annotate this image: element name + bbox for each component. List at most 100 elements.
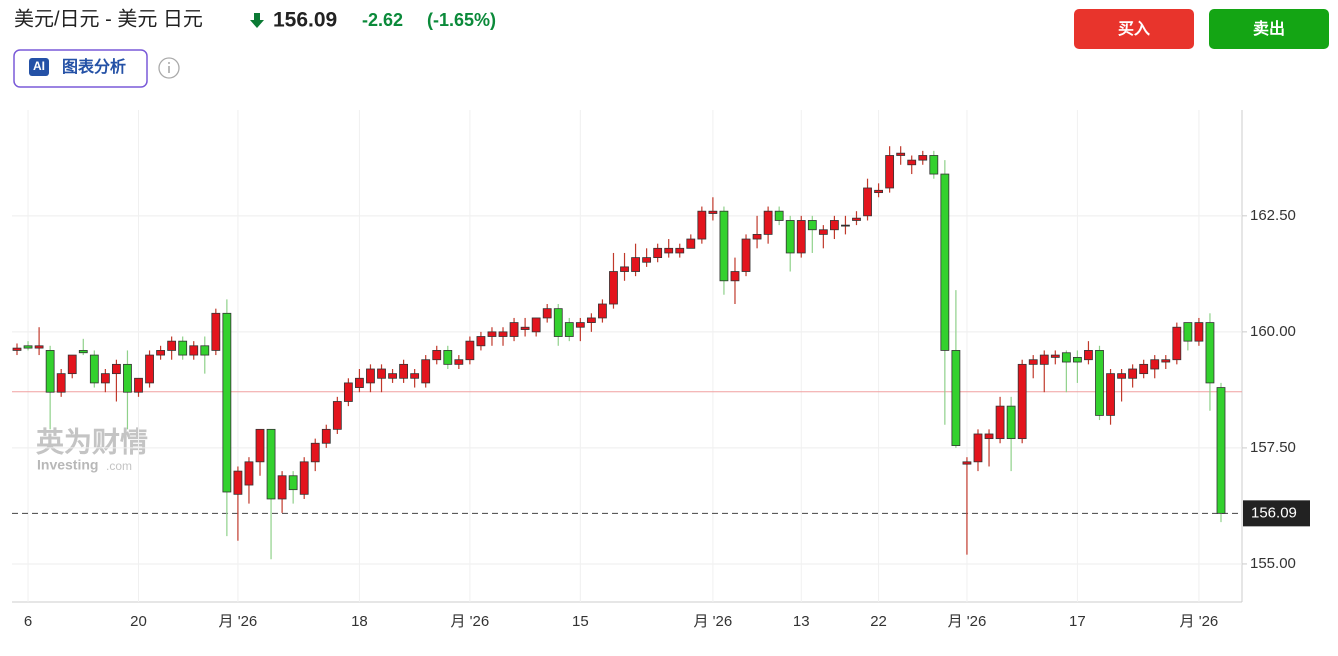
candle-body — [421, 359, 431, 384]
candle-body — [741, 238, 751, 272]
candle-body — [1194, 322, 1204, 342]
candle-body — [829, 220, 839, 231]
candle-body — [366, 368, 375, 384]
candle-body — [818, 229, 828, 235]
candle-body — [67, 354, 77, 375]
candle-body — [156, 350, 165, 356]
info-stem — [168, 66, 170, 73]
candle-body — [752, 233, 762, 240]
candle-body — [255, 428, 265, 463]
candle-body — [852, 217, 861, 221]
candle-body — [12, 347, 22, 351]
candle-body — [432, 350, 442, 361]
candle-body — [134, 377, 143, 393]
candle-body — [1150, 359, 1160, 370]
candle-body — [1028, 359, 1038, 365]
candle-body — [631, 257, 640, 272]
candle-body — [907, 159, 917, 166]
down-arrow — [250, 13, 264, 28]
watermark-cn: 英为财情 — [36, 426, 148, 457]
sell-button[interactable]: 卖出 — [1209, 9, 1329, 49]
candle-body — [509, 322, 519, 337]
candle-body — [763, 210, 773, 235]
x-tick-label: 22 — [870, 613, 887, 630]
candle-body — [841, 224, 850, 227]
watermark-en-suffix: .com — [106, 459, 132, 473]
buy-button[interactable]: 买入 — [1074, 9, 1194, 49]
candle-body — [885, 155, 895, 189]
candle-body — [940, 173, 950, 351]
candle-body — [443, 350, 453, 365]
info-circle — [158, 57, 180, 79]
candle-body — [1117, 373, 1126, 379]
info-icon[interactable] — [158, 57, 180, 79]
candle-body — [1172, 326, 1182, 361]
candle-body — [664, 247, 674, 254]
candle-body — [145, 354, 154, 384]
candle-body — [1161, 359, 1171, 363]
candle-body — [1205, 322, 1215, 384]
x-tick-label: 13 — [793, 613, 810, 630]
candle-body — [863, 187, 872, 217]
candle-body — [178, 340, 188, 356]
candle-body — [266, 428, 276, 500]
candle-body — [542, 308, 552, 319]
candle-body — [1084, 350, 1093, 361]
x-tick-label: 15 — [572, 613, 589, 630]
candle-body — [586, 317, 596, 323]
x-tick-label: 18 — [351, 613, 368, 630]
candle-body — [321, 428, 331, 444]
candle-body — [233, 470, 243, 495]
y-tick-label: 162.50 — [1250, 207, 1296, 224]
ai-badge: AI — [33, 59, 45, 73]
watermark-en: Investing — [37, 457, 98, 473]
y-tick-label: 155.00 — [1250, 555, 1296, 572]
candle-body — [23, 345, 33, 349]
y-tick-label: 160.00 — [1250, 323, 1296, 340]
candle-body — [355, 377, 364, 388]
candle-body — [78, 350, 88, 354]
candle-body — [598, 303, 607, 319]
candle-body — [807, 220, 817, 231]
candle-body — [200, 345, 210, 356]
candle-body — [299, 461, 309, 495]
candle-body — [45, 350, 55, 393]
candle-body — [288, 475, 298, 491]
x-tick-label: 6 — [24, 613, 32, 630]
candle-body — [995, 405, 1005, 440]
candle-body — [620, 266, 629, 272]
candle-body — [89, 354, 99, 384]
candle-body — [34, 345, 44, 349]
x-tick-label: 月 '26 — [1180, 613, 1219, 630]
candle-body — [896, 152, 906, 156]
x-tick-label: 月 '26 — [451, 613, 490, 630]
candle-body — [343, 382, 353, 402]
candle-body — [1106, 373, 1115, 416]
candle-body — [918, 155, 928, 161]
candle-body — [796, 220, 806, 254]
ai-badge-bg — [29, 58, 49, 76]
candle-body — [1050, 354, 1060, 358]
candle-body — [1073, 356, 1082, 363]
sell-bg — [1209, 9, 1329, 49]
candle-body — [951, 350, 961, 446]
price: 156.09 — [273, 9, 337, 32]
candle-body — [211, 312, 221, 351]
candle-body — [675, 247, 685, 254]
candle-body — [1017, 363, 1027, 440]
candle-body — [973, 433, 983, 463]
candle-body — [708, 210, 718, 214]
candle-body — [332, 401, 342, 430]
candle-body — [774, 210, 784, 221]
candle-body — [553, 308, 563, 337]
candle-body — [929, 155, 939, 175]
ai-button[interactable]: AI 图表分析 — [13, 49, 148, 88]
x-tick-label: 月 '26 — [694, 613, 733, 630]
candle-body — [476, 336, 486, 347]
candle-body — [189, 345, 199, 356]
candle-body — [531, 317, 541, 333]
x-tick-label: 17 — [1069, 613, 1086, 630]
sell-label: 卖出 — [1253, 19, 1285, 38]
candle-body — [719, 210, 729, 282]
candle-body — [498, 331, 508, 337]
